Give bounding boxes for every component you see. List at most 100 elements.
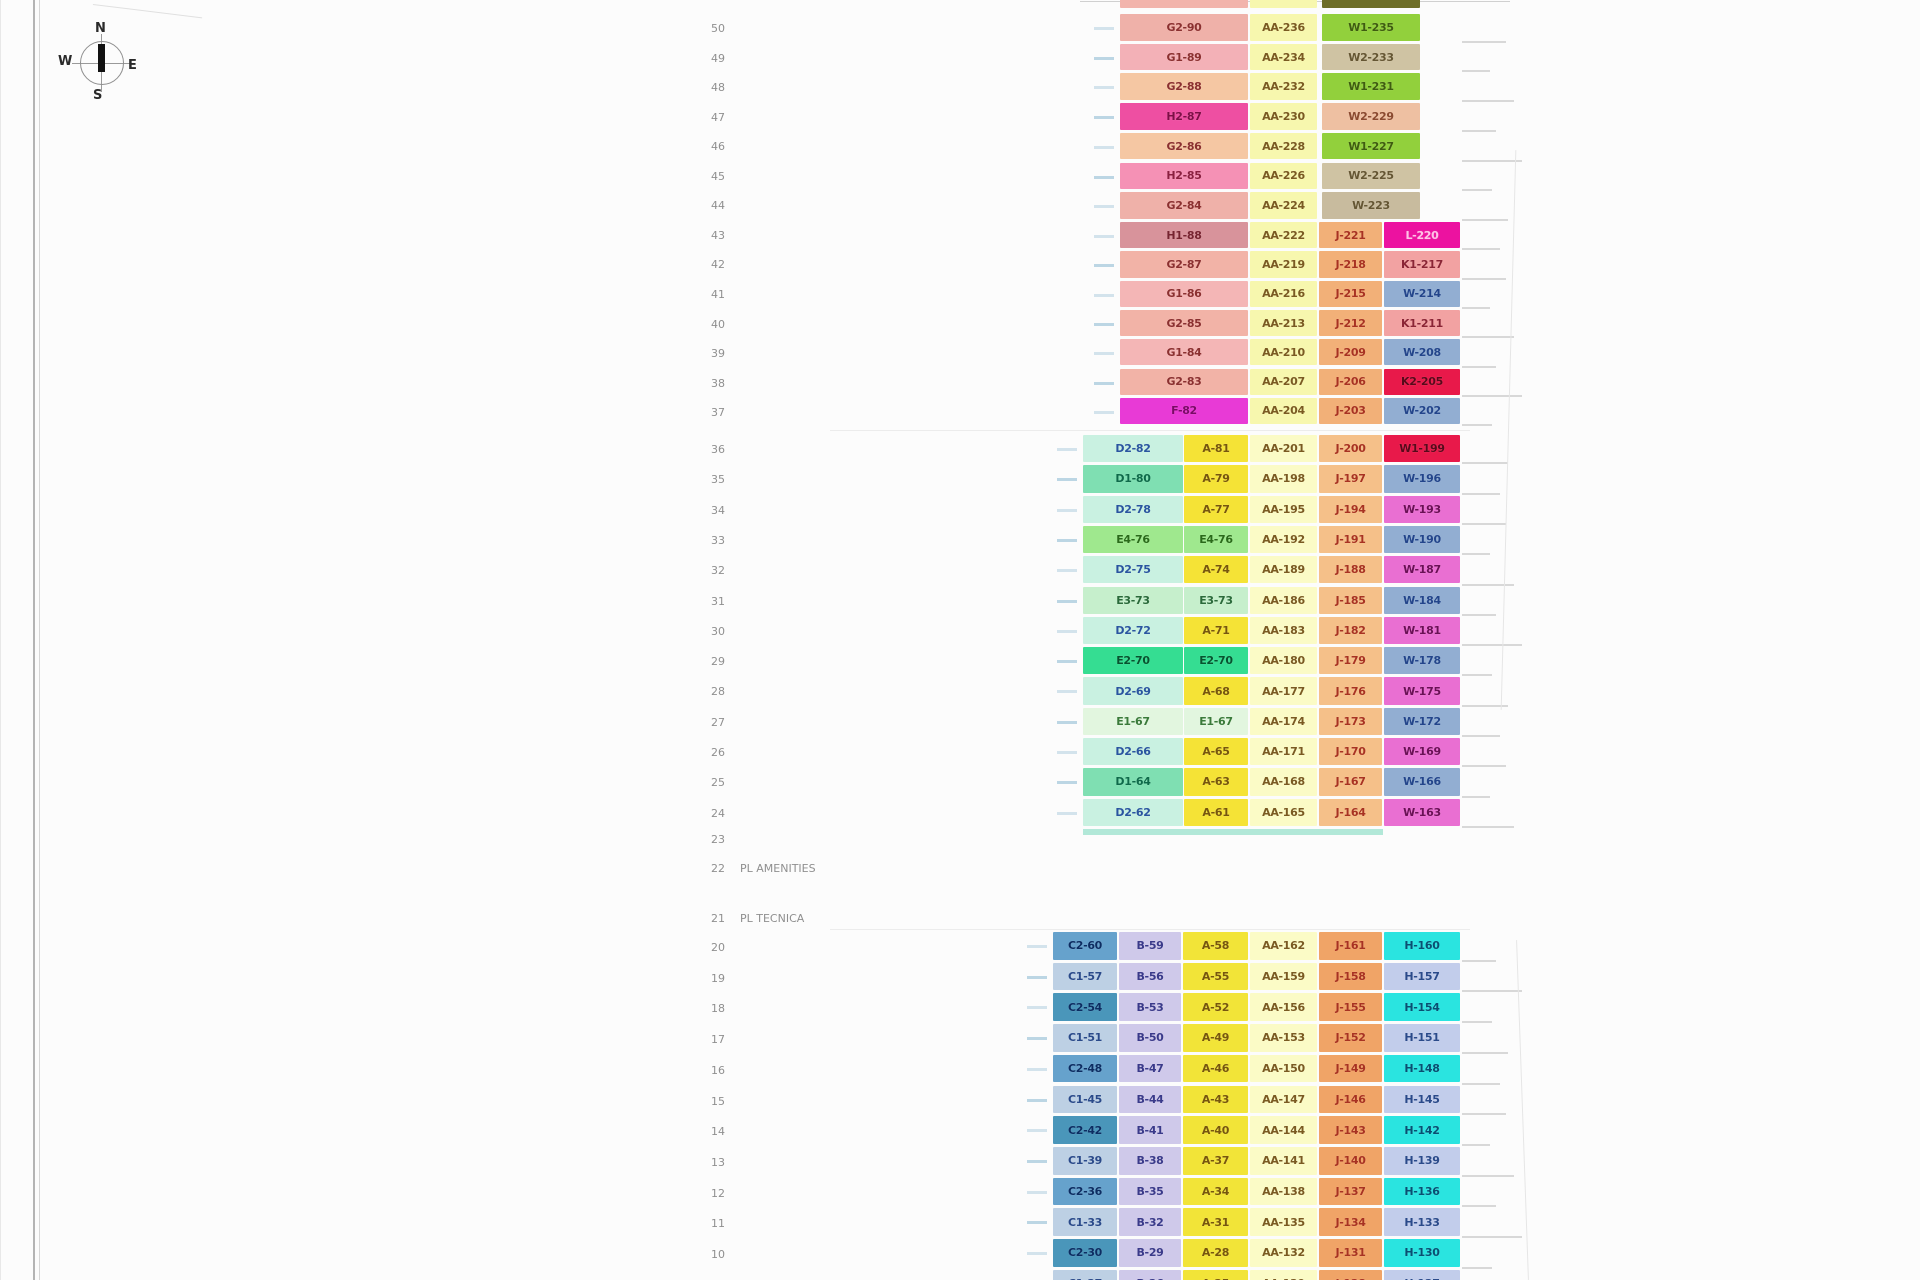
floor-line-tick — [1027, 1067, 1047, 1071]
unit-cell-AA-224: AA-224 — [1250, 192, 1317, 219]
building-step-outline-mark — [1462, 825, 1514, 828]
unit-cell-AA-210: AA-210 — [1250, 339, 1317, 366]
unit-cell-G2-86: G2-86 — [1120, 132, 1248, 160]
unit-cell-E3-73: E3-73 — [1184, 586, 1248, 614]
unit-cell-A-63: A-63 — [1184, 768, 1248, 796]
unit-cell-W1-199: W1-199 — [1384, 435, 1460, 463]
unit-cell-AA-132: AA-132 — [1250, 1239, 1317, 1267]
unit-cell-J-218: J-218 — [1319, 251, 1382, 278]
compass-needle-icon — [97, 44, 105, 72]
unit-cell-H-154: H-154 — [1384, 993, 1460, 1022]
floor-line-tick — [1094, 205, 1114, 209]
building-step-outline-mark — [1462, 1174, 1514, 1177]
unit-cell-H2-87: H2-87 — [1120, 103, 1248, 130]
unit-cell-AA-236: AA-236 — [1250, 14, 1317, 41]
unit-cell-AA-141: AA-141 — [1250, 1146, 1317, 1175]
unit-cell-J-197: J-197 — [1319, 465, 1382, 493]
floor-number: 26 — [711, 746, 725, 759]
floor-line-tick — [1057, 720, 1077, 724]
unit-cell-G1-86: G1-86 — [1120, 280, 1248, 307]
unit-cell-G2-83: G2-83 — [1120, 368, 1248, 395]
unit-cell-G1-84: G1-84 — [1120, 339, 1248, 366]
unit-cell-AA-186: AA-186 — [1250, 586, 1317, 614]
unit-cell-C2-42: C2-42 — [1053, 1116, 1117, 1144]
unit-cell-B-59: B-59 — [1119, 932, 1181, 960]
unit-cell-C2-30: C2-30 — [1053, 1239, 1117, 1267]
unit-cell-D1-80: D1-80 — [1083, 465, 1183, 493]
unit-cell-C2-36: C2-36 — [1053, 1177, 1117, 1206]
unit-cell-AA-195: AA-195 — [1250, 495, 1317, 523]
unit-cell-H-139: H-139 — [1384, 1146, 1460, 1175]
unit-cell-AA-204: AA-204 — [1250, 397, 1317, 425]
floor-number: 31 — [711, 594, 725, 608]
unit-cell-C2-60: C2-60 — [1053, 932, 1117, 960]
unit-cell-G1-89: G1-89 — [1120, 43, 1248, 71]
floor-number: 41 — [711, 287, 725, 301]
unit-cell-G2-85: G2-85 — [1120, 309, 1248, 337]
unit-cell-W-208: W-208 — [1384, 339, 1460, 366]
floor-line-tick — [1057, 751, 1077, 754]
unit-cell-A-68: A-68 — [1184, 677, 1248, 705]
building-step-outline-mark — [1462, 1051, 1508, 1054]
unit-cell-J-200: J-200 — [1319, 435, 1382, 463]
floor-number: 13 — [711, 1155, 725, 1169]
floor-line-tick — [1094, 86, 1114, 90]
unit-cell-J-167: J-167 — [1319, 768, 1382, 796]
building-step-outline-mark — [1462, 704, 1508, 707]
unit-cell-D2-72: D2-72 — [1083, 616, 1183, 645]
unit-cell-C1-39: C1-39 — [1053, 1146, 1117, 1175]
unit-cell-J-149: J-149 — [1319, 1054, 1382, 1083]
floor-number: 25 — [711, 776, 725, 790]
unit-cell-D2-82: D2-82 — [1083, 435, 1183, 463]
building-step-outline-mark — [1462, 1113, 1506, 1116]
unit-cell-C1-45: C1-45 — [1053, 1085, 1117, 1114]
unit-cell-A-61: A-61 — [1184, 798, 1248, 826]
unit-cell-A-65: A-65 — [1184, 738, 1248, 766]
floor-number: 40 — [711, 317, 725, 331]
floor-line-tick — [1057, 629, 1077, 633]
stray-leader-line — [92, 4, 203, 19]
unit-cell-H-127: H-127 — [1384, 1269, 1460, 1280]
floor-line-tick — [1027, 1129, 1047, 1133]
floor-number: 48 — [711, 81, 725, 95]
building-step-outline-mark — [1462, 795, 1490, 798]
floor-number: 39 — [711, 347, 725, 361]
unit-cell-H-160: H-160 — [1384, 932, 1460, 960]
building-step-outline-mark — [1462, 990, 1522, 993]
floor-line-tick — [1057, 538, 1077, 542]
compass-south-label: S — [93, 88, 103, 103]
level-use-label: PL TECNICA — [740, 912, 805, 925]
unit-cell-E2-70: E2-70 — [1184, 647, 1248, 675]
building-step-outline-mark — [1462, 1021, 1492, 1024]
unit-cell-W1-231: W1-231 — [1322, 73, 1420, 101]
unit-cell-A-71: A-71 — [1184, 616, 1248, 645]
building-step-outline-mark — [1462, 674, 1492, 677]
floor-line-tick — [1057, 508, 1077, 512]
unit-cell-H1-88: H1-88 — [1120, 222, 1248, 249]
unit-cell-J-185: J-185 — [1319, 586, 1382, 614]
unit-cell-J-182: J-182 — [1319, 616, 1382, 645]
unit-cell-G2-87: G2-87 — [1120, 251, 1248, 278]
floor-line-tick — [1094, 264, 1114, 268]
unit-cell-AA-232: AA-232 — [1250, 73, 1317, 101]
floor-number: 33 — [711, 533, 725, 547]
unit-cell-A-49: A-49 — [1183, 1024, 1248, 1052]
unit-cell-G2-90: G2-90 — [1120, 14, 1248, 41]
unit-cell-W-163: W-163 — [1384, 798, 1460, 826]
unit-cell-W-214: W-214 — [1384, 280, 1460, 307]
floor-number: 45 — [711, 169, 725, 183]
building-step-outline-mark — [1462, 40, 1506, 43]
section-divider-line — [830, 430, 1470, 431]
unit-cell-W-196: W-196 — [1384, 465, 1460, 493]
unit-cell-F-82: F-82 — [1120, 397, 1248, 425]
floor-number: 19 — [711, 971, 725, 985]
unit-cell-E4-76: E4-76 — [1083, 525, 1183, 554]
building-step-outline-mark — [1462, 583, 1514, 586]
building-step-outline-mark — [1462, 189, 1492, 192]
floor-number: 37 — [711, 406, 725, 420]
unit-cell-H-133: H-133 — [1384, 1208, 1460, 1236]
floor-number: 9 — [703, 1279, 725, 1280]
unit-cell-J-158: J-158 — [1319, 962, 1382, 991]
unit-cell-AA-135: AA-135 — [1250, 1208, 1317, 1236]
floor-line-tick — [1094, 175, 1114, 179]
